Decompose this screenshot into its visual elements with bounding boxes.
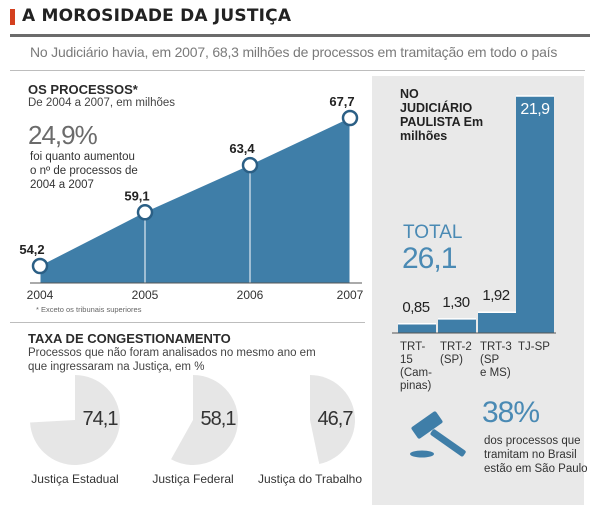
congestionamento-title: TAXA DE CONGESTIONAMENTO — [28, 331, 231, 346]
area-chart-layer: 2004 2005 2006 2007 54,2 59,1 63,4 67,7 — [19, 94, 363, 302]
page-subtitle: No Judiciário havia, em 2007, 68,3 milhõ… — [30, 44, 558, 60]
x-tick-label: 2004 — [27, 288, 54, 302]
x-tick-label: 2005 — [132, 288, 159, 302]
data-label: 59,1 — [124, 188, 149, 203]
bar — [398, 323, 436, 333]
title-accent-mark — [10, 9, 15, 25]
bar — [438, 318, 476, 333]
pie-category-label: Justiça Estadual — [31, 472, 119, 486]
processos-unit: De 2004 a 2007, em milhões — [28, 97, 176, 109]
area-fill — [40, 118, 350, 283]
pie-value-label: 46,7 — [317, 408, 354, 430]
share-percent: 38% — [482, 396, 540, 429]
data-point — [136, 204, 154, 221]
footnote: * Exceto os tribunais superiores — [36, 305, 142, 314]
bar-category-line: TJ-SP — [518, 341, 550, 353]
section-divider — [10, 322, 365, 323]
pie-category-label: Justiça Federal — [152, 472, 234, 486]
pie-slice — [171, 375, 239, 466]
pie-value-label: 58,1 — [200, 408, 237, 430]
paulista-title: NO JUDICIÁRIO PAULISTA Em milhões — [400, 87, 484, 143]
data-point — [341, 109, 359, 127]
processos-title: OS PROCESSOS* — [28, 82, 138, 97]
page-title: A MOROSIDADE DA JUSTIÇA — [22, 6, 292, 26]
x-tick-label: 2006 — [237, 288, 264, 302]
pie-layer — [30, 375, 355, 466]
bar-category-label: TRT-15 (Cam-pinas) — [400, 341, 436, 393]
bar-category-line: TRT-2 — [440, 341, 472, 353]
pie-value-label: 74,1 — [82, 408, 119, 430]
data-label: 63,4 — [229, 141, 255, 156]
title-bar — [10, 0, 590, 37]
pie-category-label: Justiça do Trabalho — [257, 472, 363, 486]
data-point — [31, 257, 49, 275]
bar-category-line: (SP — [480, 354, 500, 366]
congestionamento-description: Processos que não foram analisados no me… — [28, 347, 316, 373]
bar-category-line: (SP) — [440, 354, 463, 366]
bar-category-line: e MS) — [480, 367, 511, 379]
bar — [516, 96, 554, 333]
header-divider — [10, 70, 585, 71]
bar-value-label: 1,92 — [482, 287, 510, 305]
bar-category-line: pinas) — [400, 380, 432, 392]
bar-category-label: TRT-2 (SP) — [440, 341, 476, 367]
bar-category-line: TRT-15 — [400, 341, 426, 366]
x-tick-label: 2007 — [337, 288, 364, 302]
growth-description: foi quanto aumentou o nº de processos de… — [30, 151, 138, 191]
bar — [478, 312, 516, 333]
bar-category-label: TRT-3 (SP e MS) — [480, 341, 516, 380]
bar-category-label: TJ-SP — [518, 341, 554, 354]
bar-layer — [392, 95, 556, 334]
bar-category-line: (Cam- — [400, 367, 432, 379]
pie-slice — [30, 375, 121, 465]
growth-percent: 24,9% — [28, 120, 98, 150]
pie-slice — [310, 375, 355, 465]
gavel-icon — [410, 411, 466, 458]
data-label: 67,7 — [329, 94, 354, 109]
bar-value-label: 1,30 — [442, 293, 470, 311]
total-value: 26,1 — [402, 242, 457, 275]
bar-category-line: TRT-3 — [480, 341, 512, 353]
total-label: TOTAL — [403, 222, 463, 243]
data-label: 54,2 — [19, 242, 44, 257]
bar-value-label: 0,85 — [402, 298, 430, 316]
bar-value-label: 21,9 — [520, 101, 550, 118]
data-point — [241, 156, 259, 174]
share-description: dos processos que tramitam no Brasil est… — [484, 435, 588, 475]
